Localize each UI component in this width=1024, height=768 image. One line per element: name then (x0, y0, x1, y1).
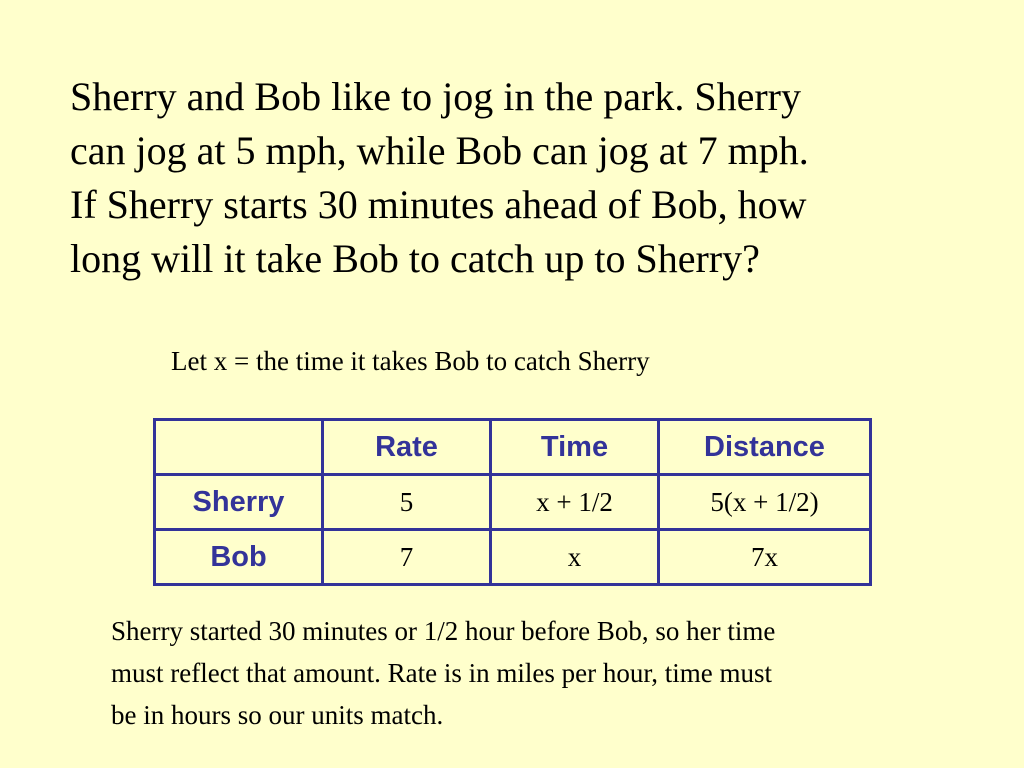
bob-distance: 7x (657, 528, 872, 586)
bob-time: x (489, 528, 660, 586)
rate-time-distance-table: Rate Time Distance Sherry 5 x + 1/2 5(x … (153, 418, 872, 586)
header-rate: Rate (321, 418, 492, 476)
explanation-line: Sherry started 30 minutes or 1/2 hour be… (111, 616, 776, 646)
problem-line: long will it take Bob to catch up to She… (70, 236, 760, 281)
row-label-bob: Bob (153, 528, 324, 586)
problem-line: Sherry and Bob like to jog in the park. … (70, 74, 801, 119)
sherry-distance: 5(x + 1/2) (657, 473, 872, 531)
header-time: Time (489, 418, 660, 476)
header-empty (153, 418, 324, 476)
problem-line: If Sherry starts 30 minutes ahead of Bob… (70, 182, 807, 227)
variable-definition: Let x = the time it takes Bob to catch S… (171, 346, 650, 376)
sherry-rate: 5 (321, 473, 492, 531)
table-header-row: Rate Time Distance (153, 418, 872, 476)
explanation: Sherry started 30 minutes or 1/2 hour be… (111, 610, 991, 736)
problem-statement: Sherry and Bob like to jog in the park. … (70, 70, 970, 286)
table-row: Bob 7 x 7x (153, 528, 872, 586)
table-row: Sherry 5 x + 1/2 5(x + 1/2) (153, 473, 872, 531)
bob-rate: 7 (321, 528, 492, 586)
row-label-sherry: Sherry (153, 473, 324, 531)
problem-line: can jog at 5 mph, while Bob can jog at 7… (70, 128, 809, 173)
header-distance: Distance (657, 418, 872, 476)
sherry-time: x + 1/2 (489, 473, 660, 531)
explanation-line: must reflect that amount. Rate is in mil… (111, 658, 773, 688)
explanation-line: be in hours so our units match. (111, 700, 444, 730)
